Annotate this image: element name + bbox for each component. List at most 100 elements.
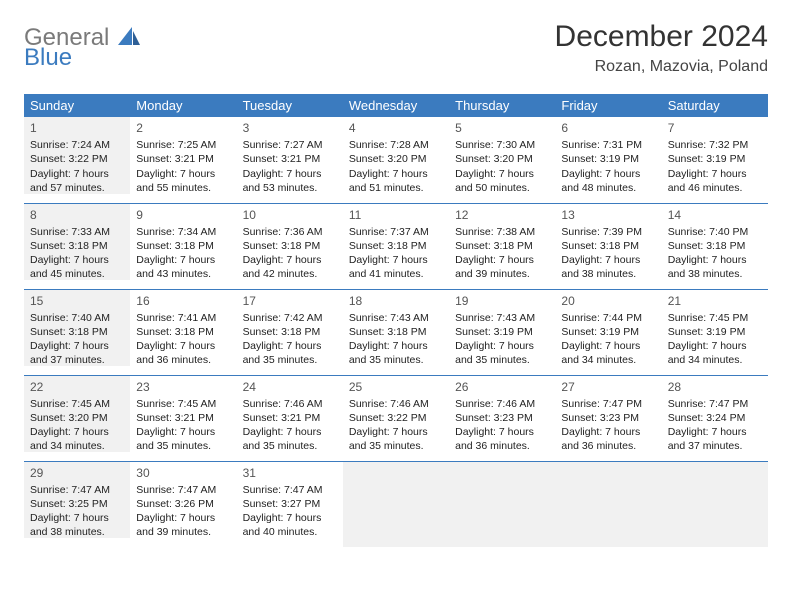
calendar-day: 29Sunrise: 7:47 AMSunset: 3:25 PMDayligh… (24, 461, 130, 547)
sunrise-line: Sunrise: 7:30 AM (455, 138, 549, 152)
sunrise-line: Sunrise: 7:24 AM (30, 138, 124, 152)
day-header: Wednesday (343, 94, 449, 117)
calendar-day: 7Sunrise: 7:32 PMSunset: 3:19 PMDaylight… (662, 117, 768, 203)
calendar-week: 22Sunrise: 7:45 AMSunset: 3:20 PMDayligh… (24, 375, 768, 461)
calendar-day: 12Sunrise: 7:38 AMSunset: 3:18 PMDayligh… (449, 203, 555, 289)
day-number: 31 (243, 465, 337, 481)
day-number: 24 (243, 379, 337, 395)
sunset-line: Sunset: 3:19 PM (455, 325, 549, 339)
daylight-line: Daylight: 7 hours and 51 minutes. (349, 167, 443, 195)
daylight-line: Daylight: 7 hours and 34 minutes. (668, 339, 762, 367)
calendar-day: 27Sunrise: 7:47 PMSunset: 3:23 PMDayligh… (555, 375, 661, 461)
sunrise-line: Sunrise: 7:47 PM (668, 397, 762, 411)
sunset-line: Sunset: 3:21 PM (136, 152, 230, 166)
sunrise-line: Sunrise: 7:47 AM (136, 483, 230, 497)
sunrise-line: Sunrise: 7:34 AM (136, 225, 230, 239)
day-number: 23 (136, 379, 230, 395)
sunset-line: Sunset: 3:18 PM (349, 325, 443, 339)
calendar-day: 31 Sunrise: 7:47 AMSunset: 3:27 PMDayligh… (237, 461, 343, 547)
day-number: 20 (561, 293, 655, 309)
calendar-day: 24Sunrise: 7:46 AMSunset: 3:21 PMDayligh… (237, 375, 343, 461)
sunset-line: Sunset: 3:18 PM (30, 239, 124, 253)
sunset-line: Sunset: 3:19 PM (668, 325, 762, 339)
sunrise-line: Sunrise: 7:42 AM (243, 311, 337, 325)
sunset-line: Sunset: 3:20 PM (30, 411, 124, 425)
sunrise-line: Sunrise: 7:47 PM (561, 397, 655, 411)
calendar-day: 16Sunrise: 7:41 AMSunset: 3:18 PMDayligh… (130, 289, 236, 375)
daylight-line: Daylight: 7 hours and 53 minutes. (243, 167, 337, 195)
daylight-line: Daylight: 7 hours and 36 minutes. (455, 425, 549, 453)
calendar-empty (662, 461, 768, 547)
calendar-day: 15Sunrise: 7:40 AMSunset: 3:18 PMDayligh… (24, 289, 130, 375)
day-number: 1 (30, 120, 124, 136)
daylight-line: Daylight: 7 hours and 41 minutes. (349, 253, 443, 281)
sunset-line: Sunset: 3:18 PM (349, 239, 443, 253)
sunset-line: Sunset: 3:20 PM (349, 152, 443, 166)
sunrise-line: Sunrise: 7:47 AM (243, 483, 337, 497)
sunset-line: Sunset: 3:22 PM (349, 411, 443, 425)
daylight-line: Daylight: 7 hours and 42 minutes. (243, 253, 337, 281)
sunrise-line: Sunrise: 7:33 AM (30, 225, 124, 239)
calendar-day: 28Sunrise: 7:47 PMSunset: 3:24 PMDayligh… (662, 375, 768, 461)
day-number: 9 (136, 207, 230, 223)
sunrise-line: Sunrise: 7:40 AM (30, 311, 124, 325)
sunrise-line: Sunrise: 7:46 AM (349, 397, 443, 411)
sunrise-line: Sunrise: 7:46 AM (455, 397, 549, 411)
day-number: 12 (455, 207, 549, 223)
daylight-line: Daylight: 7 hours and 39 minutes. (136, 511, 230, 539)
sunset-line: Sunset: 3:18 PM (561, 239, 655, 253)
sunrise-line: Sunrise: 7:31 PM (561, 138, 655, 152)
sunset-line: Sunset: 3:18 PM (668, 239, 762, 253)
day-number: 22 (30, 379, 124, 395)
sunset-line: Sunset: 3:21 PM (243, 411, 337, 425)
sunset-line: Sunset: 3:21 PM (243, 152, 337, 166)
calendar-day: 9Sunrise: 7:34 AMSunset: 3:18 PMDaylight… (130, 203, 236, 289)
daylight-line: Daylight: 7 hours and 48 minutes. (561, 167, 655, 195)
daylight-line: Daylight: 7 hours and 50 minutes. (455, 167, 549, 195)
daylight-line: Daylight: 7 hours and 35 minutes. (349, 425, 443, 453)
daylight-line: Daylight: 7 hours and 46 minutes. (668, 167, 762, 195)
day-number: 2 (136, 120, 230, 136)
daylight-line: Daylight: 7 hours and 40 minutes. (243, 511, 337, 539)
sunset-line: Sunset: 3:18 PM (136, 239, 230, 253)
calendar-day: 20Sunrise: 7:44 PMSunset: 3:19 PMDayligh… (555, 289, 661, 375)
sunset-line: Sunset: 3:27 PM (243, 497, 337, 511)
sunrise-line: Sunrise: 7:40 PM (668, 225, 762, 239)
daylight-line: Daylight: 7 hours and 37 minutes. (668, 425, 762, 453)
sunset-line: Sunset: 3:19 PM (561, 325, 655, 339)
day-number: 21 (668, 293, 762, 309)
day-number: 29 (30, 465, 124, 481)
day-number: 16 (136, 293, 230, 309)
calendar-day: 26Sunrise: 7:46 AMSunset: 3:23 PMDayligh… (449, 375, 555, 461)
day-number: 13 (561, 207, 655, 223)
sunset-line: Sunset: 3:23 PM (455, 411, 549, 425)
day-number: 6 (561, 120, 655, 136)
sunrise-line: Sunrise: 7:38 AM (455, 225, 549, 239)
day-header: Sunday (24, 94, 130, 117)
calendar-day: 6Sunrise: 7:31 PMSunset: 3:19 PMDaylight… (555, 117, 661, 203)
calendar-day: 14Sunrise: 7:40 PMSunset: 3:18 PMDayligh… (662, 203, 768, 289)
sunrise-line: Sunrise: 7:45 PM (668, 311, 762, 325)
day-number: 4 (349, 120, 443, 136)
day-header: Saturday (662, 94, 768, 117)
calendar-day: 21 Sunrise: 7:45 PMSunset: 3:19 PMDayligh… (662, 289, 768, 375)
daylight-line: Daylight: 7 hours and 39 minutes. (455, 253, 549, 281)
month-title: December 2024 (555, 20, 768, 54)
daylight-line: Daylight: 7 hours and 38 minutes. (668, 253, 762, 281)
daylight-line: Daylight: 7 hours and 57 minutes. (30, 167, 124, 195)
day-number: 30 (136, 465, 230, 481)
day-number: 18 (349, 293, 443, 309)
daylight-line: Daylight: 7 hours and 38 minutes. (30, 511, 124, 539)
daylight-line: Daylight: 7 hours and 36 minutes. (561, 425, 655, 453)
sunrise-line: Sunrise: 7:43 AM (455, 311, 549, 325)
day-number: 17 (243, 293, 337, 309)
sunset-line: Sunset: 3:19 PM (668, 152, 762, 166)
calendar-week: 29Sunrise: 7:47 AMSunset: 3:25 PMDayligh… (24, 461, 768, 547)
sunrise-line: Sunrise: 7:43 AM (349, 311, 443, 325)
logo-text: General Blue (24, 26, 140, 70)
calendar-day: 3Sunrise: 7:27 AMSunset: 3:21 PMDaylight… (237, 117, 343, 203)
sunrise-line: Sunrise: 7:39 PM (561, 225, 655, 239)
sunrise-line: Sunrise: 7:25 AM (136, 138, 230, 152)
calendar-body: 1Sunrise: 7:24 AMSunset: 3:22 PMDaylight… (24, 117, 768, 547)
sunrise-line: Sunrise: 7:28 AM (349, 138, 443, 152)
